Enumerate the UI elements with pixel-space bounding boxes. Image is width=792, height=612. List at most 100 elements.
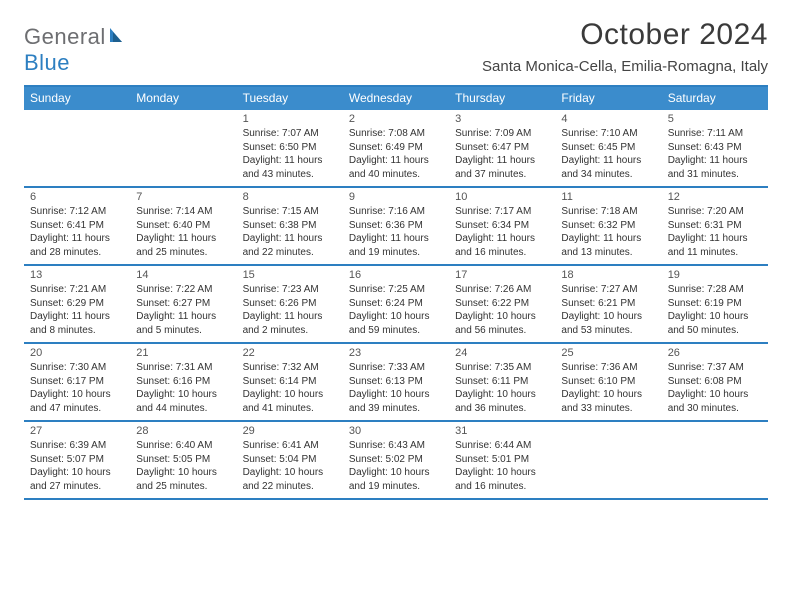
day-cell: 12Sunrise: 7:20 AMSunset: 6:31 PMDayligh… <box>662 188 768 264</box>
sunrise-text: Sunrise: 7:17 AM <box>455 205 551 219</box>
daylight-text: Daylight: 11 hours and 22 minutes. <box>243 232 339 259</box>
daylight-text: Daylight: 11 hours and 2 minutes. <box>243 310 339 337</box>
daylight-text: Daylight: 11 hours and 5 minutes. <box>136 310 232 337</box>
sunset-text: Sunset: 6:36 PM <box>349 219 445 233</box>
sunrise-text: Sunrise: 7:25 AM <box>349 283 445 297</box>
day-number: 28 <box>136 425 232 437</box>
day-number: 6 <box>30 191 126 203</box>
day-cell: 18Sunrise: 7:27 AMSunset: 6:21 PMDayligh… <box>555 266 661 342</box>
sunset-text: Sunset: 6:43 PM <box>668 141 764 155</box>
day-cell: 7Sunrise: 7:14 AMSunset: 6:40 PMDaylight… <box>130 188 236 264</box>
sunset-text: Sunset: 6:32 PM <box>561 219 657 233</box>
day-cell: 22Sunrise: 7:32 AMSunset: 6:14 PMDayligh… <box>237 344 343 420</box>
day-cell: 19Sunrise: 7:28 AMSunset: 6:19 PMDayligh… <box>662 266 768 342</box>
sunset-text: Sunset: 6:31 PM <box>668 219 764 233</box>
day-number: 11 <box>561 191 657 203</box>
day-cell: 30Sunrise: 6:43 AMSunset: 5:02 PMDayligh… <box>343 422 449 498</box>
sunrise-text: Sunrise: 6:43 AM <box>349 439 445 453</box>
day-cell: 8Sunrise: 7:15 AMSunset: 6:38 PMDaylight… <box>237 188 343 264</box>
daylight-text: Daylight: 11 hours and 8 minutes. <box>30 310 126 337</box>
daylight-text: Daylight: 10 hours and 56 minutes. <box>455 310 551 337</box>
day-cell: 29Sunrise: 6:41 AMSunset: 5:04 PMDayligh… <box>237 422 343 498</box>
day-number: 21 <box>136 347 232 359</box>
sunset-text: Sunset: 6:11 PM <box>455 375 551 389</box>
sunset-text: Sunset: 6:40 PM <box>136 219 232 233</box>
daylight-text: Daylight: 11 hours and 11 minutes. <box>668 232 764 259</box>
day-number: 13 <box>30 269 126 281</box>
dow-friday: Friday <box>555 87 661 110</box>
day-number: 25 <box>561 347 657 359</box>
day-cell: 20Sunrise: 7:30 AMSunset: 6:17 PMDayligh… <box>24 344 130 420</box>
day-number: 9 <box>349 191 445 203</box>
title-block: October 2024 Santa Monica-Cella, Emilia-… <box>482 18 768 81</box>
sunrise-text: Sunrise: 7:37 AM <box>668 361 764 375</box>
sunset-text: Sunset: 6:41 PM <box>30 219 126 233</box>
sunrise-text: Sunrise: 6:41 AM <box>243 439 339 453</box>
sunset-text: Sunset: 5:07 PM <box>30 453 126 467</box>
daylight-text: Daylight: 10 hours and 22 minutes. <box>243 466 339 493</box>
sunrise-text: Sunrise: 6:39 AM <box>30 439 126 453</box>
sunrise-text: Sunrise: 7:14 AM <box>136 205 232 219</box>
day-cell <box>24 110 130 186</box>
daylight-text: Daylight: 10 hours and 53 minutes. <box>561 310 657 337</box>
dow-saturday: Saturday <box>662 87 768 110</box>
day-cell: 11Sunrise: 7:18 AMSunset: 6:32 PMDayligh… <box>555 188 661 264</box>
day-number: 27 <box>30 425 126 437</box>
sunrise-text: Sunrise: 6:40 AM <box>136 439 232 453</box>
day-number: 16 <box>349 269 445 281</box>
dow-tuesday: Tuesday <box>237 87 343 110</box>
day-number: 26 <box>668 347 764 359</box>
daylight-text: Daylight: 10 hours and 59 minutes. <box>349 310 445 337</box>
day-number: 1 <box>243 113 339 125</box>
daylight-text: Daylight: 10 hours and 19 minutes. <box>349 466 445 493</box>
day-number: 31 <box>455 425 551 437</box>
day-number: 2 <box>349 113 445 125</box>
sunrise-text: Sunrise: 7:32 AM <box>243 361 339 375</box>
sunset-text: Sunset: 5:02 PM <box>349 453 445 467</box>
sunrise-text: Sunrise: 7:16 AM <box>349 205 445 219</box>
sunrise-text: Sunrise: 6:44 AM <box>455 439 551 453</box>
day-cell: 28Sunrise: 6:40 AMSunset: 5:05 PMDayligh… <box>130 422 236 498</box>
sunrise-text: Sunrise: 7:22 AM <box>136 283 232 297</box>
sunset-text: Sunset: 6:45 PM <box>561 141 657 155</box>
sunrise-text: Sunrise: 7:09 AM <box>455 127 551 141</box>
day-cell <box>130 110 236 186</box>
sunset-text: Sunset: 5:01 PM <box>455 453 551 467</box>
sunrise-text: Sunrise: 7:08 AM <box>349 127 445 141</box>
sunrise-text: Sunrise: 7:26 AM <box>455 283 551 297</box>
day-cell: 25Sunrise: 7:36 AMSunset: 6:10 PMDayligh… <box>555 344 661 420</box>
daylight-text: Daylight: 10 hours and 50 minutes. <box>668 310 764 337</box>
location-subtitle: Santa Monica-Cella, Emilia-Romagna, Ital… <box>482 58 768 75</box>
sunset-text: Sunset: 6:10 PM <box>561 375 657 389</box>
daylight-text: Daylight: 10 hours and 16 minutes. <box>455 466 551 493</box>
day-cell: 17Sunrise: 7:26 AMSunset: 6:22 PMDayligh… <box>449 266 555 342</box>
daylight-text: Daylight: 10 hours and 25 minutes. <box>136 466 232 493</box>
day-number: 18 <box>561 269 657 281</box>
day-number: 15 <box>243 269 339 281</box>
day-number: 24 <box>455 347 551 359</box>
sunset-text: Sunset: 6:17 PM <box>30 375 126 389</box>
day-number: 29 <box>243 425 339 437</box>
dow-monday: Monday <box>130 87 236 110</box>
daylight-text: Daylight: 10 hours and 41 minutes. <box>243 388 339 415</box>
sunset-text: Sunset: 6:47 PM <box>455 141 551 155</box>
sunrise-text: Sunrise: 7:11 AM <box>668 127 764 141</box>
sunrise-text: Sunrise: 7:20 AM <box>668 205 764 219</box>
calendar: Sunday Monday Tuesday Wednesday Thursday… <box>24 85 768 500</box>
sunset-text: Sunset: 6:29 PM <box>30 297 126 311</box>
sunrise-text: Sunrise: 7:23 AM <box>243 283 339 297</box>
day-number: 22 <box>243 347 339 359</box>
day-number: 10 <box>455 191 551 203</box>
daylight-text: Daylight: 10 hours and 30 minutes. <box>668 388 764 415</box>
daylight-text: Daylight: 11 hours and 28 minutes. <box>30 232 126 259</box>
sunrise-text: Sunrise: 7:28 AM <box>668 283 764 297</box>
sunrise-text: Sunrise: 7:21 AM <box>30 283 126 297</box>
sunset-text: Sunset: 6:13 PM <box>349 375 445 389</box>
daylight-text: Daylight: 11 hours and 13 minutes. <box>561 232 657 259</box>
day-cell: 31 Sunrise: 6:44 AMSunset: 5:01 PMDayligh… <box>449 422 555 498</box>
day-cell: 5Sunrise: 7:11 AMSunset: 6:43 PMDaylight… <box>662 110 768 186</box>
day-cell: 16Sunrise: 7:25 AMSunset: 6:24 PMDayligh… <box>343 266 449 342</box>
week-row: 13Sunrise: 7:21 AMSunset: 6:29 PMDayligh… <box>24 266 768 344</box>
sunrise-text: Sunrise: 7:33 AM <box>349 361 445 375</box>
sunrise-text: Sunrise: 7:30 AM <box>30 361 126 375</box>
